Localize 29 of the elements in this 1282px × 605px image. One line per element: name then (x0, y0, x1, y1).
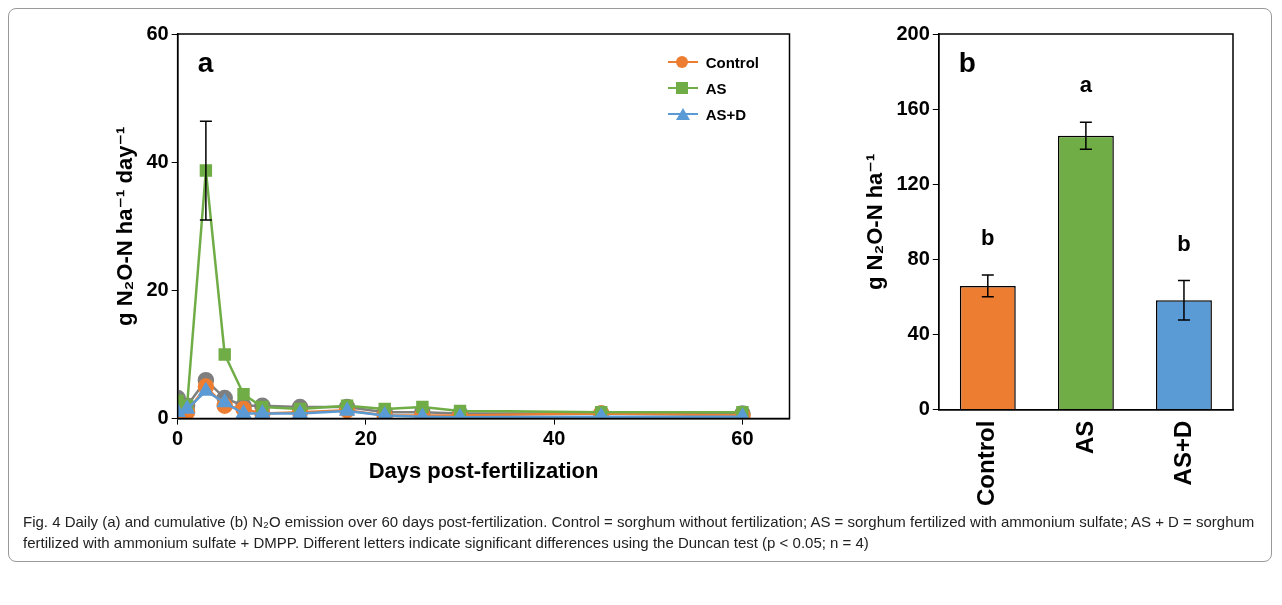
y-tick-label: 20 (146, 277, 169, 300)
x-axis-title: Days post-fertilization (368, 457, 599, 483)
x-tick-label: 40 (543, 427, 566, 450)
y-tick-label: 80 (907, 246, 930, 269)
y-axis-title: g N₂O-N ha⁻¹ (862, 153, 888, 290)
y-tick-label: 120 (896, 171, 930, 194)
x-tick-label: AS+D (1168, 420, 1196, 486)
x-tick-label: Control (972, 420, 1000, 506)
annotation: b (958, 46, 976, 78)
annotation: a (197, 46, 214, 78)
y-tick-label: 40 (907, 322, 930, 345)
legend-label: AS+D (705, 105, 747, 123)
x-tick-label: 20 (354, 427, 378, 450)
x-tick-label: 0 (172, 427, 184, 450)
caption: Fig. 4 Daily (a) and cumulative (b) N₂O emission over 60 days post-fertilization. Control = sorghum without fertilization; AS = sorghum fertilized with ammonium sulfate; AS + D = sorghum fertilized with ammonium sulfate + DMPP. Different letters indicate significant differences using the Duncan test (p < 0.05; n = 4) (22, 512, 1256, 553)
x-tick-label: 60 (731, 427, 754, 450)
annotation: a (1079, 72, 1093, 98)
legend-label: Control (705, 53, 759, 71)
y-tick-label: 40 (146, 149, 169, 172)
y-axis-title: g N₂O-N ha⁻¹ day⁻¹ (112, 126, 138, 326)
y-tick-label: 0 (157, 406, 169, 429)
legend-label: AS (705, 79, 727, 97)
y-tick-label: 60 (146, 21, 169, 44)
y-tick-label: 160 (896, 96, 930, 119)
y-tick-label: 200 (896, 21, 930, 44)
x-tick-label: AS (1070, 420, 1098, 455)
annotation: b (1177, 230, 1191, 256)
y-tick-label: 0 (918, 397, 930, 420)
annotation: b (981, 225, 995, 251)
